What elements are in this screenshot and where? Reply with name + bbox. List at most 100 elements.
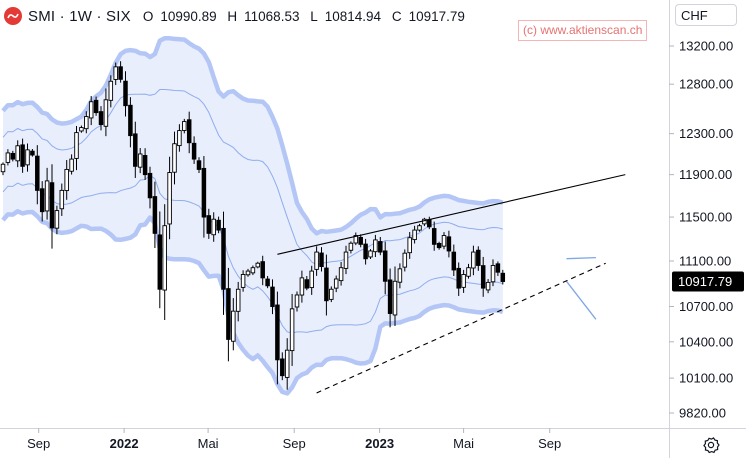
- candle-body: [201, 167, 207, 218]
- candle-body: [118, 66, 123, 80]
- candle: [54, 205, 60, 235]
- candle: [289, 293, 295, 366]
- candle-body: [289, 308, 295, 352]
- projection-upper: [566, 256, 596, 260]
- candle-body: [157, 234, 163, 290]
- candle-body: [387, 279, 393, 314]
- candle: [431, 221, 437, 251]
- candle: [451, 244, 457, 276]
- candle: [260, 255, 265, 286]
- last-price-badge: [672, 271, 744, 292]
- candle: [137, 148, 143, 174]
- candle-body: [113, 66, 118, 80]
- candle: [284, 338, 290, 390]
- ohlc-high: H 11068.53: [227, 8, 300, 24]
- candle: [108, 75, 114, 108]
- candle-body: [431, 228, 437, 245]
- candle-body: [177, 130, 182, 147]
- projection-lower: [565, 280, 597, 320]
- candle: [476, 246, 481, 271]
- x-tick-label: Sep: [538, 436, 561, 451]
- candle: [471, 245, 476, 276]
- x-tick-label: Mai: [453, 436, 474, 451]
- candle: [162, 204, 167, 321]
- candle-body: [231, 310, 236, 342]
- candle-body: [324, 267, 329, 302]
- candle-body: [216, 219, 221, 231]
- candle: [0, 162, 6, 176]
- candle: [44, 167, 50, 220]
- candle: [30, 148, 35, 157]
- candle: [221, 211, 226, 315]
- candle-body: [137, 153, 143, 168]
- candle: [270, 279, 275, 315]
- candle: [191, 136, 197, 164]
- candle-body: [84, 116, 89, 130]
- candle: [20, 138, 25, 173]
- trendline-dashed: [316, 262, 606, 394]
- candle-body: [309, 270, 314, 289]
- candle-body: [108, 80, 114, 101]
- candle: [348, 241, 354, 254]
- candle: [319, 247, 324, 272]
- candle-body: [226, 288, 231, 340]
- candle-body: [211, 218, 216, 236]
- candle-body: [412, 229, 417, 241]
- candle: [338, 261, 344, 286]
- candle: [485, 279, 491, 294]
- candle-body: [461, 274, 466, 288]
- candle: [123, 71, 128, 117]
- candle-body: [314, 251, 319, 270]
- candle: [167, 156, 172, 240]
- candle-body: [123, 80, 128, 107]
- candle-body: [142, 155, 148, 176]
- candle-body: [186, 119, 192, 144]
- candle-body: [451, 251, 457, 271]
- candle: [265, 276, 270, 289]
- ohlc-close: C 10917.79: [391, 8, 465, 24]
- candle-body: [270, 286, 275, 307]
- candle: [5, 149, 11, 166]
- x-tick-label: 2022: [110, 436, 139, 451]
- candle: [25, 143, 30, 172]
- currency-selector[interactable]: CHF: [675, 4, 737, 26]
- candle: [358, 234, 363, 248]
- x-tick-label: 2023: [365, 436, 394, 451]
- candle-body: [35, 155, 40, 191]
- candle-body: [284, 349, 290, 378]
- y-tick-label: 13200.00: [679, 39, 733, 54]
- candle-body: [407, 237, 412, 254]
- candle-body: [79, 127, 84, 132]
- candle-body: [54, 210, 60, 229]
- candles: [0, 61, 506, 390]
- candle-body: [255, 262, 261, 268]
- candle: [373, 234, 378, 257]
- band-upper-outer: [1, 35, 504, 236]
- candle: [368, 249, 373, 259]
- candle-body: [250, 267, 256, 274]
- candle: [495, 261, 501, 276]
- candle: [201, 156, 207, 238]
- x-tick-label: Mai: [198, 436, 219, 451]
- candle-body: [338, 267, 344, 282]
- candle: [235, 281, 241, 322]
- candle: [84, 111, 89, 134]
- candle-body: [147, 172, 153, 199]
- candle-body: [397, 268, 403, 283]
- candle-body: [0, 163, 6, 173]
- candle-body: [88, 101, 94, 119]
- candle-body: [480, 265, 486, 289]
- candle-body: [25, 149, 30, 166]
- gear-icon[interactable]: [702, 436, 720, 454]
- y-tick-label: 12300.00: [679, 126, 733, 141]
- candle-body: [471, 251, 476, 269]
- candle-body: [495, 263, 501, 273]
- candle: [93, 96, 99, 116]
- candle: [407, 232, 412, 259]
- candle-body: [275, 304, 280, 361]
- candle: [118, 61, 123, 83]
- candle-body: [74, 132, 79, 159]
- candle: [206, 208, 212, 239]
- candle: [59, 183, 65, 216]
